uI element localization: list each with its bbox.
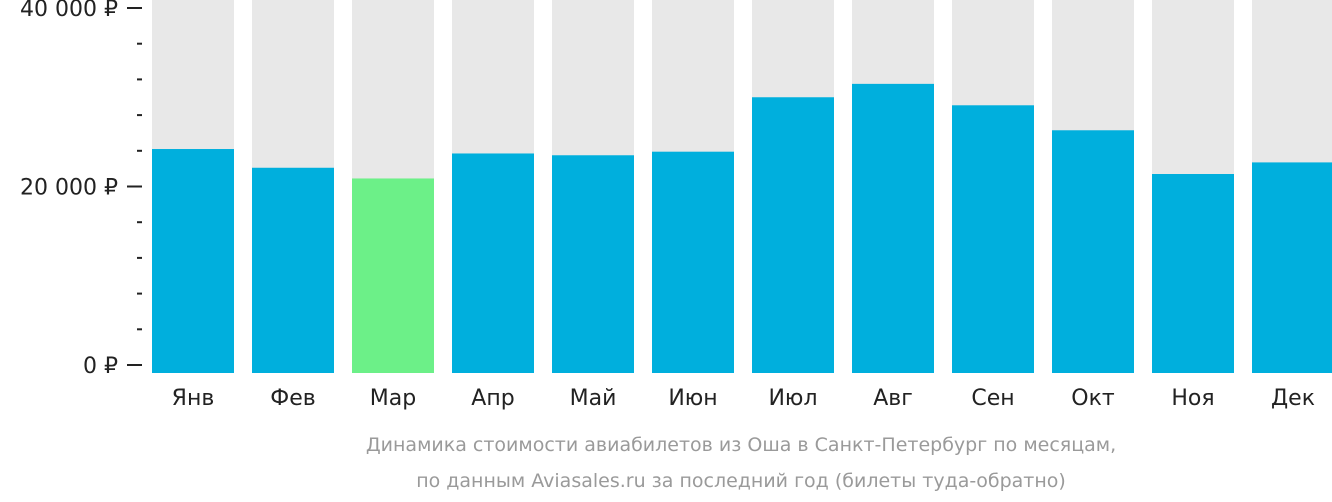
bar-6[interactable] bbox=[752, 97, 834, 373]
bar-5[interactable] bbox=[652, 151, 734, 373]
y-tick-label-0: 0 ₽ bbox=[83, 354, 118, 379]
bar-8[interactable] bbox=[952, 105, 1034, 373]
x-axis-labels: Янв Фев Мар Апр Май Июн Июл Авг Сен Окт Ноя Дек bbox=[172, 386, 1315, 411]
bar-1[interactable] bbox=[252, 167, 334, 373]
x-tick-label-8: Сен bbox=[971, 386, 1014, 411]
caption-line-2: по данным Aviasales.ru за последний год … bbox=[416, 470, 1066, 492]
y-tick-label-1: 20 000 ₽ bbox=[20, 176, 118, 201]
x-tick-label-3: Апр bbox=[471, 386, 514, 411]
bar-10[interactable] bbox=[1152, 174, 1234, 373]
bar-11[interactable] bbox=[1252, 162, 1332, 373]
x-tick-label-10: Ноя bbox=[1171, 386, 1214, 411]
x-tick-label-11: Дек bbox=[1271, 386, 1315, 411]
caption-line-1: Динамика стоимости авиабилетов из Оша в … bbox=[366, 434, 1116, 456]
x-tick-label-6: Июл bbox=[768, 386, 817, 411]
bar-3[interactable] bbox=[452, 153, 534, 373]
bar-0[interactable] bbox=[152, 149, 234, 373]
y-tick-label-2: 40 000 ₽ bbox=[20, 0, 118, 22]
x-tick-label-0: Янв bbox=[172, 386, 215, 411]
bars-layer bbox=[152, 0, 1332, 374]
x-tick-label-4: Май bbox=[570, 386, 617, 411]
x-tick-label-7: Авг bbox=[873, 386, 913, 411]
bar-2[interactable] bbox=[352, 178, 434, 373]
x-tick-label-1: Фев bbox=[270, 386, 315, 411]
bar-4[interactable] bbox=[552, 155, 634, 373]
y-axis: 0 ₽ 20 000 ₽ 40 000 ₽ bbox=[20, 0, 142, 379]
x-tick-label-2: Мар bbox=[370, 386, 416, 411]
x-tick-label-9: Окт bbox=[1071, 386, 1115, 411]
x-tick-label-5: Июн bbox=[668, 386, 717, 411]
bar-7[interactable] bbox=[852, 83, 934, 374]
bar-9[interactable] bbox=[1052, 130, 1134, 373]
